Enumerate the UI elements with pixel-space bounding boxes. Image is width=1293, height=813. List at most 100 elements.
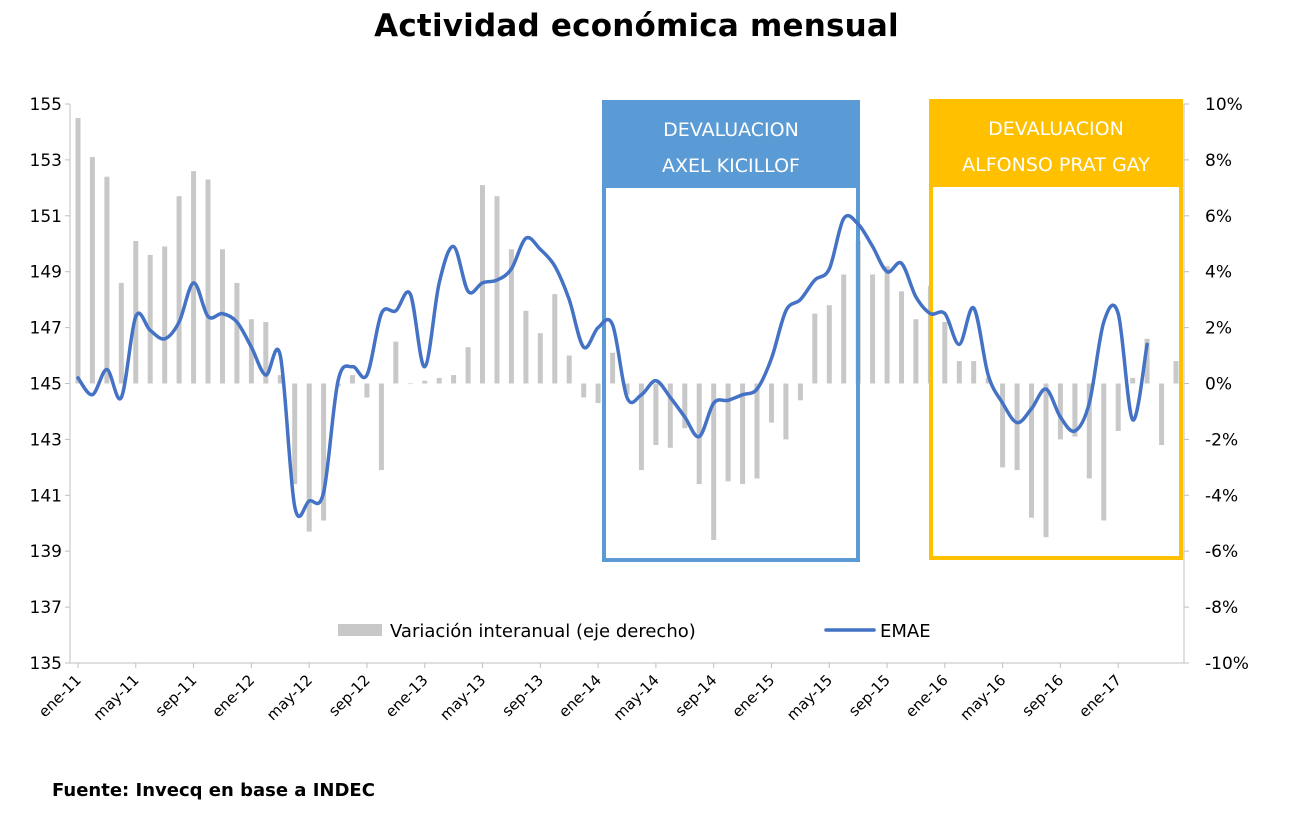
- legend: Variación interanual (eje derecho) EMAE: [338, 621, 931, 642]
- legend-bar-label: Variación interanual (eje derecho): [390, 621, 696, 642]
- x-tick-label: may-15: [783, 671, 836, 724]
- x-tick-label: ene-14: [555, 671, 605, 721]
- bar-sep-16: [1057, 383, 1063, 440]
- bar-may-17: [1173, 361, 1179, 384]
- bar-jun-12: [321, 383, 327, 521]
- bar-nov-11: [220, 249, 225, 384]
- bar-nov-13: [566, 355, 572, 384]
- bar-dic-16: [1101, 383, 1107, 521]
- bar-jun-11: [147, 254, 153, 384]
- left-tick-label: 155: [30, 95, 62, 115]
- x-tick-label: ene-16: [902, 671, 952, 721]
- bar-jun-14: [667, 383, 673, 448]
- bar-oct-13: [552, 294, 558, 384]
- bar-jun-13: [494, 196, 500, 384]
- bar-nov-15: [913, 319, 919, 384]
- bar-jun-15: [841, 274, 847, 384]
- right-tick-label: 8%: [1205, 151, 1232, 171]
- bar-feb-12: [263, 322, 269, 384]
- bar-mar-17: [1144, 338, 1150, 384]
- devaluation-label-line2: AXEL KICILLOF: [662, 155, 800, 177]
- bar-ene-16: [942, 322, 948, 384]
- bar-nov-14: [740, 383, 746, 485]
- bar-abr-16: [985, 377, 991, 384]
- right-tick-label: 4%: [1205, 263, 1232, 283]
- x-tick-label: may-13: [436, 671, 489, 724]
- bar-dic-12: [407, 383, 413, 385]
- bar-may-16: [1000, 383, 1006, 468]
- right-tick-label: 2%: [1205, 319, 1232, 339]
- bar-abr-11: [118, 282, 124, 384]
- bar-mar-13: [451, 375, 457, 384]
- bar-mar-11: [104, 176, 110, 384]
- bar-abr-12: [292, 383, 298, 485]
- left-tick-label: 143: [30, 430, 62, 450]
- bar-ene-17: [1115, 383, 1121, 431]
- bar-mar-15: [797, 383, 803, 401]
- right-tick-label: -10%: [1205, 654, 1249, 674]
- bar-abr-14: [638, 383, 644, 471]
- left-tick-label: 145: [30, 375, 62, 395]
- x-tick-label: may-16: [956, 671, 1009, 724]
- devaluation-label-line1: DEVALUACION: [663, 119, 799, 141]
- left-tick-label: 139: [30, 542, 62, 562]
- bar-oct-14: [725, 383, 731, 482]
- right-tick-label: 0%: [1205, 375, 1232, 395]
- x-tick-label: sep-16: [1018, 671, 1067, 720]
- bar-ago-12: [350, 375, 355, 384]
- legend-line-label: EMAE: [880, 621, 931, 642]
- left-tick-label: 141: [30, 486, 62, 506]
- bar-feb-11: [89, 157, 95, 384]
- x-tick-label: ene-17: [1075, 671, 1125, 721]
- bar-jul-11: [162, 246, 168, 384]
- left-tick-label: 151: [30, 207, 62, 227]
- x-tick-label: may-14: [610, 671, 663, 724]
- bar-nov-12: [393, 341, 399, 384]
- bar-may-12: [306, 383, 312, 532]
- x-tick-label: sep-15: [845, 671, 894, 720]
- bar-dic-11: [234, 282, 240, 384]
- x-tick-label: sep-14: [672, 671, 721, 720]
- bar-jul-14: [682, 383, 688, 429]
- left-tick-label: 137: [30, 598, 62, 618]
- x-tick-label: ene-15: [728, 671, 778, 721]
- bar-dic-13: [581, 383, 587, 398]
- bar-oct-16: [1072, 383, 1078, 437]
- source-note: Fuente: Invecq en base a INDEC: [52, 780, 375, 801]
- legend-bar-swatch: [338, 624, 382, 636]
- bar-ago-15: [870, 274, 876, 384]
- bar-abr-13: [465, 347, 471, 384]
- x-tick-label: ene-12: [208, 671, 258, 721]
- bar-feb-14: [610, 352, 616, 384]
- bar-mar-14: [624, 383, 630, 395]
- left-tick-label: 153: [30, 151, 62, 171]
- x-tick-label: ene-13: [382, 671, 432, 721]
- bar-feb-16: [956, 361, 962, 384]
- bar-abr-17: [1159, 383, 1165, 445]
- devaluation-label-line1: DEVALUACION: [988, 118, 1124, 140]
- bar-mar-16: [971, 361, 977, 384]
- devaluation-header-kicillof: [604, 102, 858, 188]
- bar-oct-12: [378, 383, 384, 471]
- left-tick-label: 149: [30, 263, 62, 283]
- bar-oct-15: [899, 291, 904, 384]
- x-tick-label: sep-13: [498, 671, 547, 720]
- bar-nov-16: [1086, 383, 1092, 479]
- bar-sep-11: [191, 171, 197, 384]
- bar-feb-13: [436, 377, 442, 384]
- x-tick-label: sep-12: [325, 671, 374, 720]
- bar-may-14: [653, 383, 659, 445]
- left-tick-label: 147: [30, 319, 62, 339]
- bar-ago-13: [523, 310, 529, 384]
- bar-sep-13: [537, 333, 543, 384]
- annotation-boxes: DEVALUACION AXEL KICILLOF DEVALUACION ALFON…: [602, 99, 1183, 562]
- bar-jul-16: [1029, 383, 1034, 518]
- bar-jun-16: [1014, 383, 1020, 471]
- bar-feb-17: [1130, 377, 1136, 384]
- right-tick-label: -4%: [1205, 486, 1238, 506]
- bar-oct-11: [205, 179, 211, 384]
- bar-ene-11: [75, 118, 81, 384]
- bar-mar-12: [277, 375, 283, 384]
- bar-ago-16: [1043, 383, 1049, 538]
